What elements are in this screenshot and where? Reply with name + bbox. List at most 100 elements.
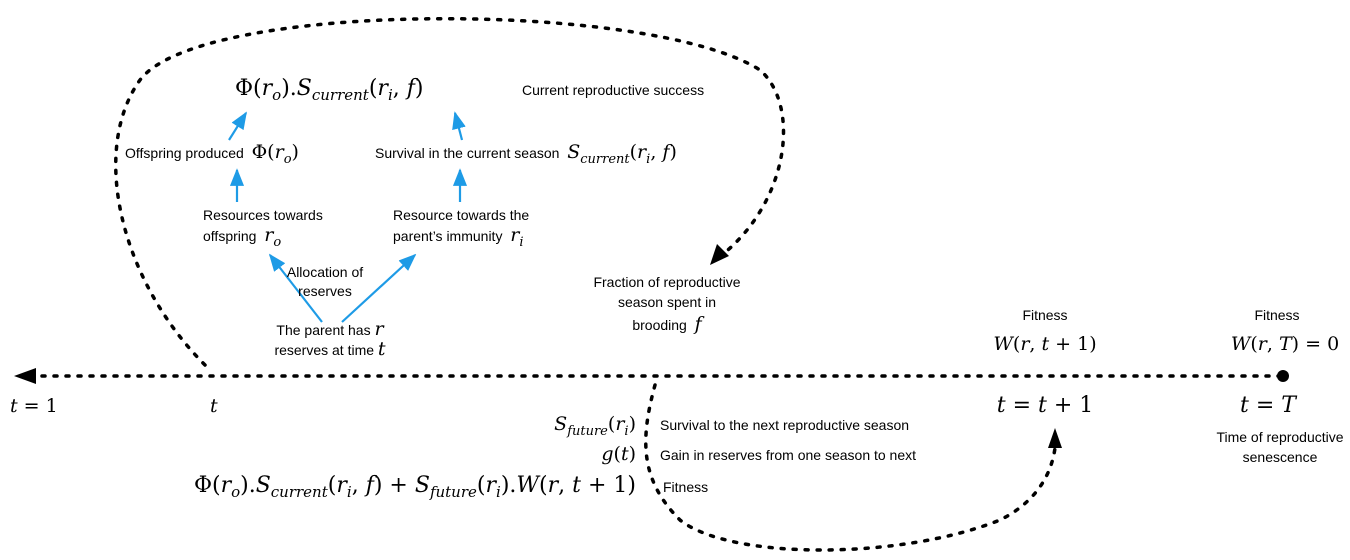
label: senescence [1243, 449, 1318, 465]
math: t [1038, 393, 1047, 418]
math: + 1 [1047, 393, 1093, 418]
math: g [601, 443, 613, 465]
math: ). [501, 473, 517, 498]
label: g(t) [601, 443, 636, 465]
text: reserves [298, 283, 352, 299]
math: T [1281, 393, 1298, 418]
math: r [637, 141, 648, 163]
math: S [256, 473, 271, 498]
label: Resources towards [203, 207, 323, 223]
math: i [388, 86, 393, 104]
math: r [548, 473, 560, 498]
text: reserves at time [274, 342, 377, 358]
text: Fitness [663, 479, 708, 495]
math: r [510, 224, 521, 246]
math: f [660, 141, 672, 163]
text: Gain in reserves from one season to next [660, 447, 916, 463]
label: W(r, t + 1) [993, 333, 1096, 355]
math: , [393, 76, 407, 101]
label: Survival to the next reproductive season [660, 417, 909, 433]
math: o [231, 483, 240, 501]
math: o [272, 86, 281, 104]
label: parent’s immunity ri [393, 224, 524, 250]
math: ( [328, 473, 337, 498]
math: i [496, 483, 501, 501]
math: W [1231, 333, 1252, 355]
labels: Φ(ro).Scurrent(ri, f) Current reproductiv… [10, 76, 1344, 501]
math: T [1279, 333, 1293, 355]
text: Resources towards [203, 207, 323, 223]
math: ). [281, 76, 297, 101]
math: t [621, 443, 629, 465]
math: i [347, 483, 352, 501]
label: offspring ro [203, 224, 281, 250]
math: t [210, 395, 218, 417]
math: r [377, 76, 389, 101]
text: parent’s immunity [393, 228, 510, 244]
math: ( [477, 473, 486, 498]
math: r [615, 413, 626, 435]
label: Time of reproductive [1216, 429, 1343, 445]
math: ( [630, 141, 637, 163]
math: r [264, 224, 275, 246]
math: t [997, 393, 1006, 418]
math: ( [614, 443, 621, 465]
label: Survival in the current season Scurrent(… [375, 141, 677, 167]
text: Resource towards the [393, 207, 529, 223]
next-season-loop [644, 383, 1062, 552]
text: Current reproductive success [522, 82, 704, 98]
math: r [221, 473, 233, 498]
math: ) [292, 141, 299, 163]
text: Fitness [1022, 307, 1067, 323]
math: , [1267, 333, 1279, 355]
allocation-arrows [228, 111, 468, 323]
math: S [554, 413, 567, 435]
math: ( [369, 76, 378, 101]
math: r [336, 473, 348, 498]
math: ( [608, 413, 615, 435]
math: current [312, 86, 370, 104]
text: Survival in the current season [375, 145, 567, 161]
label: t = t + 1 [997, 393, 1094, 418]
math: r [275, 141, 286, 163]
text: Time of reproductive [1216, 429, 1343, 445]
math: t [1042, 333, 1050, 355]
label: Φ(ro).Scurrent(ri, f) + Sfuture(ri).W(r,… [194, 473, 636, 501]
math: o [284, 152, 292, 167]
math: ( [1013, 333, 1020, 355]
math: ( [1250, 333, 1257, 355]
math: i [624, 424, 628, 439]
math: r [262, 76, 274, 101]
math: ) [629, 413, 636, 435]
math: t [1240, 393, 1249, 418]
math: S [567, 141, 580, 163]
text: senescence [1243, 449, 1318, 465]
label: season spent in [618, 294, 716, 310]
math: , [1029, 333, 1041, 355]
math: S [415, 473, 430, 498]
math: , [352, 473, 366, 498]
math: ) [669, 141, 676, 163]
label: The parent has r [276, 318, 385, 340]
math: , [558, 473, 572, 498]
label: Fitness [1254, 307, 1299, 323]
math: r [374, 318, 385, 340]
math: Φ( [252, 141, 275, 163]
math: future [429, 483, 477, 501]
math: = [1006, 393, 1038, 418]
label: Allocation of [287, 264, 363, 280]
label: Offspring produced Φ(ro) [125, 141, 299, 167]
math: t [378, 338, 386, 360]
text: The parent has [276, 322, 374, 338]
label: Fitness [1022, 307, 1067, 323]
label: Current reproductive success [522, 82, 704, 98]
math: future [566, 424, 608, 439]
math: i [646, 152, 650, 167]
math: W [516, 473, 541, 498]
timeline [14, 368, 1289, 384]
math: S [297, 76, 312, 101]
math: Φ( [194, 473, 221, 498]
math: , [650, 141, 662, 163]
label: W(r, T) = 0 [1231, 333, 1339, 355]
